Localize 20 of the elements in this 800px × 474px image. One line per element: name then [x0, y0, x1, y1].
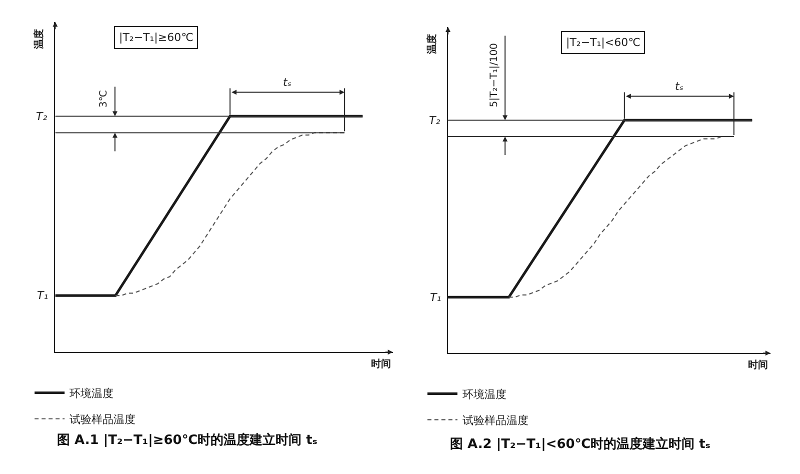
y-axis-title: 温度 — [426, 34, 438, 55]
legend-label: 试验样品温度 — [70, 413, 136, 426]
legend-label: 环境温度 — [70, 387, 114, 400]
text: 图 A.1 |T₂−T₁|≥60℃时的温度建立时间 tₛ — [57, 432, 318, 448]
ref-line-label: T₂ — [429, 114, 441, 127]
text: tₛ — [675, 80, 684, 93]
text: 5|T₂−T₁|/100 — [488, 43, 500, 108]
text: 3℃ — [98, 90, 110, 108]
text: T₁ — [37, 289, 48, 302]
x-axis-title: 时间 — [748, 359, 768, 371]
legend-label: 试验样品温度 — [462, 414, 528, 427]
legend-label: 环境温度 — [462, 388, 506, 401]
x-axis-title: 时间 — [371, 358, 391, 370]
text: 图 A.2 |T₂−T₁|<60℃时的温度建立时间 tₛ — [450, 436, 710, 452]
y-axis-title: 温度 — [33, 29, 46, 50]
chart-subtitle: |T₂−T₁|<60℃ — [566, 36, 640, 49]
chart-subtitle: |T₂−T₁|≥60℃ — [119, 31, 194, 44]
ref-line-label: T₂ — [36, 110, 48, 123]
text: T₁ — [430, 291, 442, 304]
text: tₛ — [283, 76, 292, 89]
